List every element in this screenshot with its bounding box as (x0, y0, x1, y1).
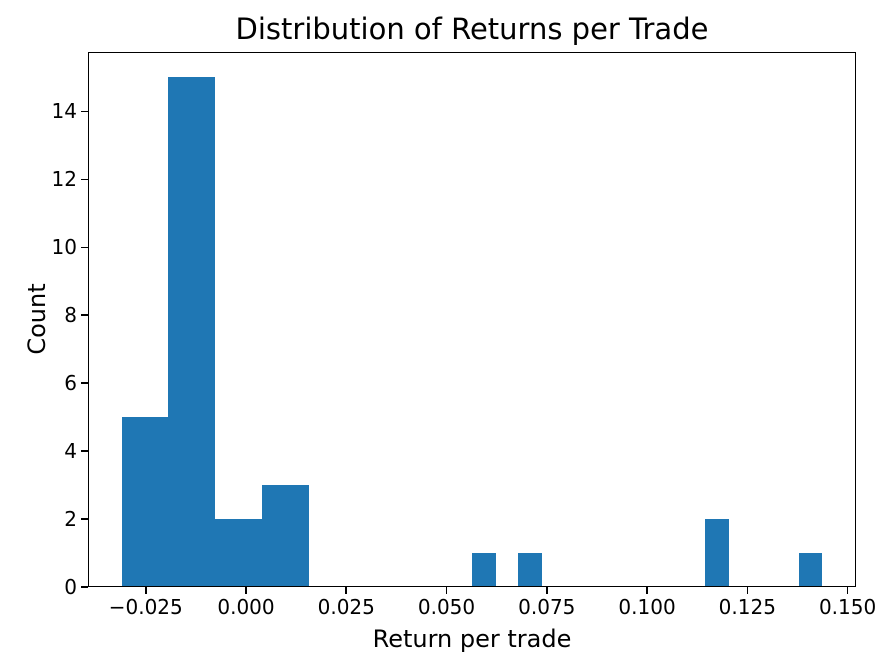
y-tick-label: 8 (64, 303, 77, 328)
y-tick-mark (81, 450, 88, 452)
y-tick-label: 0 (64, 575, 77, 599)
histogram-bar (215, 519, 239, 587)
x-tick-label: 0.100 (618, 595, 676, 619)
y-tick-label: 12 (51, 167, 77, 192)
histogram-bar (168, 77, 193, 587)
histogram-bar (518, 553, 543, 587)
y-tick-mark (81, 246, 88, 249)
y-tick-label: 14 (51, 99, 77, 124)
x-tick-mark (345, 587, 348, 594)
x-tick-mark (445, 587, 448, 594)
x-tick-label: 0.075 (518, 595, 576, 619)
y-tick-label: 10 (51, 235, 77, 260)
y-tick-mark (81, 382, 88, 384)
chart-title: Distribution of Returns per Trade (235, 12, 709, 46)
x-tick-mark (245, 587, 247, 594)
x-tick-label: 0.150 (818, 595, 877, 619)
x-tick-label: 0.050 (417, 595, 476, 619)
x-tick-label: 0.025 (317, 595, 375, 619)
x-tick-mark (646, 587, 648, 594)
histogram-bar (261, 485, 286, 587)
histogram-bar (145, 417, 169, 587)
x-axis-label: Return per trade (372, 625, 572, 653)
histogram-bar (285, 485, 309, 587)
y-tick-mark (81, 110, 88, 113)
histogram-bar (471, 553, 496, 587)
x-tick-mark (545, 587, 548, 594)
histogram-bar (191, 77, 216, 587)
plot-area (88, 52, 856, 587)
x-tick-mark (746, 587, 749, 594)
x-tick-label: 0.000 (217, 595, 275, 619)
histogram-bar (798, 553, 823, 587)
y-tick-mark (81, 178, 88, 181)
histogram-bar (238, 519, 263, 587)
x-tick-mark (846, 587, 849, 594)
y-tick-label: 2 (64, 507, 77, 532)
y-tick-mark (81, 314, 88, 317)
x-tick-mark (144, 587, 147, 594)
histogram-bar (705, 519, 729, 587)
y-tick-label: 6 (64, 371, 77, 396)
y-tick-mark (81, 518, 88, 520)
y-tick-mark (81, 586, 88, 588)
y-tick-label: 4 (64, 439, 77, 464)
x-tick-label: −0.025 (108, 595, 183, 619)
histogram-bar (121, 417, 146, 587)
x-tick-label: 0.125 (718, 595, 776, 619)
